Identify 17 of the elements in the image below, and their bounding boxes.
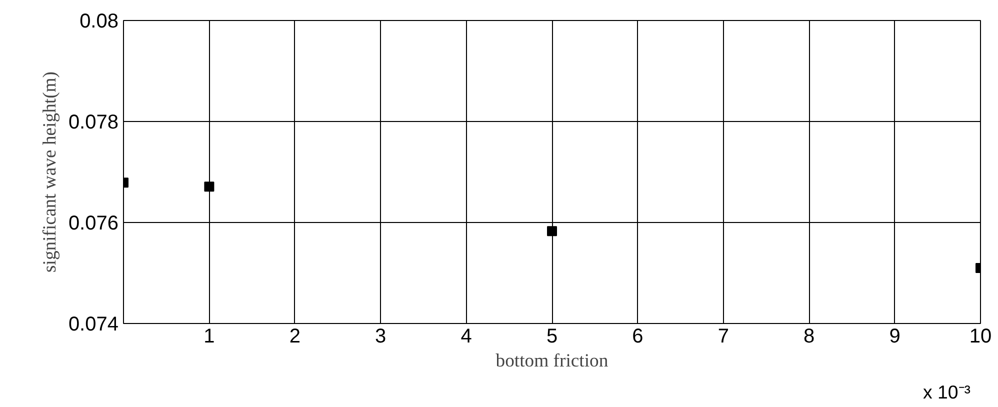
- x-tick-label: 7: [718, 326, 729, 348]
- x-axis-title: bottom friction: [496, 350, 609, 372]
- text: x 10⁻³: [923, 382, 971, 402]
- x-tick-label: 2: [289, 326, 300, 348]
- y-tick-label: 0.078: [68, 112, 119, 134]
- y-axis-title: significant wave height(m): [39, 71, 60, 273]
- x-tick-label: 6: [632, 326, 644, 348]
- x-tick-label: 9: [889, 326, 900, 348]
- y-tick-label: 0.074: [68, 314, 119, 336]
- x-tick-label: 10: [969, 326, 992, 348]
- x-tick-label: 4: [460, 326, 472, 348]
- x-tick-label: 1: [204, 326, 215, 348]
- y-tick-label: 0.076: [68, 212, 119, 234]
- x-tick-label: 3: [375, 326, 386, 348]
- y-tick-label: 0.08: [80, 10, 119, 32]
- x-tick-label: 8: [804, 326, 815, 348]
- x-tick-label: 5: [546, 326, 558, 348]
